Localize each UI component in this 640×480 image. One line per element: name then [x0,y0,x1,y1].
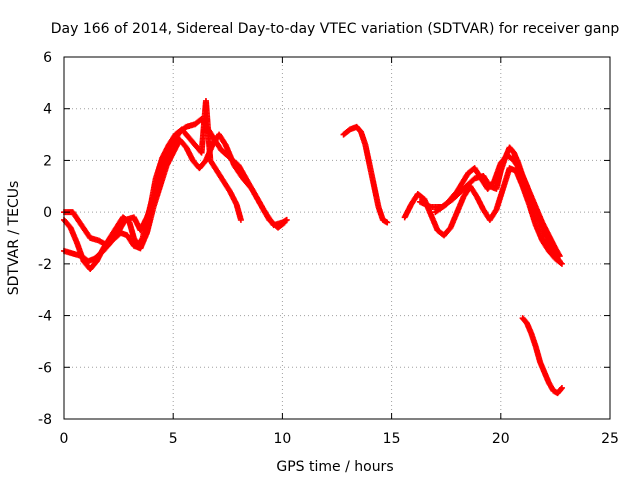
y-axis-title: SDTVAR / TECUs [6,181,22,296]
data-point [555,257,562,264]
axis-ticks: 0 5 10 15 20 25 -8 -6 -4 -2 0 2 4 6 [38,50,619,447]
x-tick-label: 15 [383,431,401,447]
series-trace-d [340,123,391,226]
data-point [281,219,288,226]
x-tick-label: 10 [273,431,291,447]
chart-title: Day 166 of 2014, Sidereal Day-to-day VTE… [51,21,620,37]
y-tick-label: 4 [43,102,52,118]
data-point [558,386,565,393]
y-tick-label: 2 [43,153,52,169]
x-tick-label: 25 [601,431,619,447]
x-tick-label: 5 [169,431,178,447]
data-point [558,384,565,391]
data-point [280,220,287,227]
y-tick-label: -2 [38,257,52,273]
series-trace-c [61,131,288,265]
y-tick-label: -8 [38,412,52,428]
series-trace-g [432,152,563,265]
x-tick-label: 20 [492,431,510,447]
y-tick-label: -4 [38,309,52,325]
x-tick-label: 0 [60,431,69,447]
y-tick-label: 6 [43,50,52,66]
data-point [556,258,563,265]
grid-lines [64,57,610,419]
data-series [61,97,565,397]
series-trace-b [61,97,244,273]
data-point [384,219,391,226]
y-tick-label: -6 [38,360,52,376]
data-point [237,216,244,223]
x-axis-title: GPS time / hours [276,459,393,475]
series-trace-h [519,315,565,397]
y-tick-label: 0 [43,205,52,221]
plot-frame [63,56,611,420]
